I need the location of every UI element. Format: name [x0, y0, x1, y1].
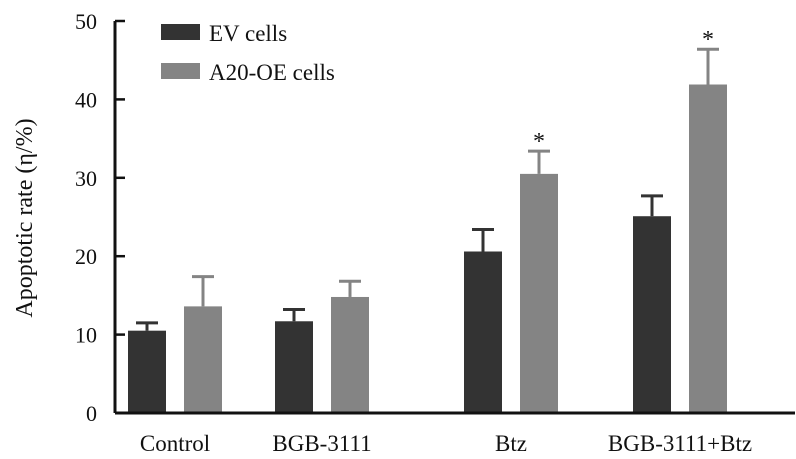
- bar: [464, 251, 502, 413]
- y-tick-label: 0: [86, 401, 97, 426]
- y-tick-label: 50: [75, 9, 97, 34]
- bar: [128, 330, 166, 413]
- bar: [184, 306, 222, 413]
- y-tick-label: 10: [75, 323, 97, 348]
- y-tick-label: 40: [75, 87, 97, 112]
- bars-layer: **: [128, 27, 727, 413]
- y-tick-label: 20: [75, 244, 97, 269]
- bar: [275, 321, 313, 413]
- bar: [633, 216, 671, 413]
- bar: [520, 173, 558, 413]
- legend: EV cells A20-OE cells: [161, 21, 335, 85]
- bar: [331, 296, 369, 413]
- x-tick-label: Control: [140, 431, 210, 456]
- y-tick-label: 30: [75, 166, 97, 191]
- legend-swatch: [161, 24, 200, 40]
- y-axis-label: Apoptotic rate (η/%): [12, 118, 38, 317]
- x-tick-label: Btz: [495, 431, 527, 456]
- significance-marker: *: [702, 27, 714, 53]
- significance-marker: *: [533, 129, 545, 155]
- bar: [689, 84, 727, 413]
- legend-label: A20-OE cells: [209, 60, 335, 85]
- x-tick-label: BGB-3111+Btz: [608, 431, 752, 456]
- x-tick-label: BGB-3111: [272, 431, 371, 456]
- legend-swatch: [161, 63, 200, 79]
- legend-label: EV cells: [209, 21, 287, 46]
- axes-layer: 0 10 20 30 40 50 Control BGB-3111 Btz BGB-3111+Bt…: [75, 9, 795, 456]
